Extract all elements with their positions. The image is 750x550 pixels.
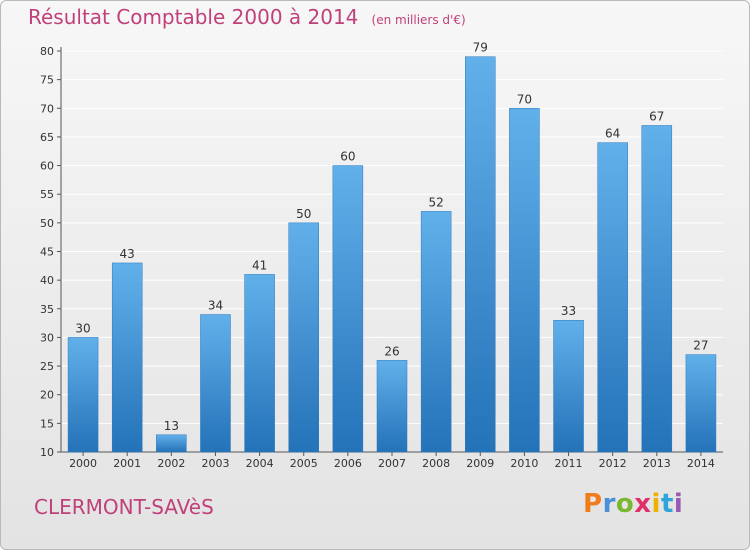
y-tick-label: 40 bbox=[40, 274, 54, 287]
bar bbox=[420, 211, 452, 453]
x-tick-label: 2014 bbox=[687, 457, 715, 470]
bar bbox=[465, 56, 496, 453]
bar-value-label: 79 bbox=[473, 41, 488, 55]
bar bbox=[67, 337, 99, 453]
logo-letter: P bbox=[583, 489, 603, 519]
bar bbox=[288, 222, 319, 453]
y-tick-label: 65 bbox=[40, 131, 54, 144]
x-tick-label: 2003 bbox=[201, 457, 229, 470]
x-tick-label: 2012 bbox=[599, 457, 627, 470]
labels: 10 15 20 25 30 35 40 45 50 55 60 65 70 75 80 2000 30 2001… bbox=[40, 41, 715, 470]
chart-subtitle: (en milliers d'€) bbox=[371, 13, 466, 27]
x-tick-label: 2000 bbox=[69, 457, 97, 470]
y-tick-label: 35 bbox=[40, 303, 54, 316]
bar bbox=[685, 354, 717, 453]
x-tick-label: 2002 bbox=[157, 457, 185, 470]
y-tick-label: 80 bbox=[40, 45, 54, 58]
bar-value-label: 67 bbox=[649, 109, 664, 123]
logo-letter: o bbox=[615, 489, 635, 519]
x-tick-label: 2010 bbox=[510, 457, 538, 470]
bar-value-label: 43 bbox=[120, 247, 135, 261]
bar bbox=[597, 142, 628, 453]
bar-value-label: 13 bbox=[164, 419, 179, 433]
bar-value-label: 70 bbox=[517, 92, 532, 106]
bar bbox=[509, 108, 540, 453]
bar bbox=[200, 314, 231, 453]
y-tick-label: 75 bbox=[40, 74, 54, 87]
bar-value-label: 41 bbox=[252, 258, 267, 272]
x-tick-label: 2013 bbox=[643, 457, 671, 470]
x-tick-label: 2005 bbox=[290, 457, 318, 470]
bar-value-label: 26 bbox=[384, 344, 399, 358]
bar-value-label: 30 bbox=[75, 321, 90, 335]
bar-value-label: 60 bbox=[340, 150, 355, 164]
y-tick-label: 60 bbox=[40, 160, 54, 173]
bar bbox=[332, 165, 364, 453]
bar-value-label: 27 bbox=[693, 339, 708, 353]
proxiti-logo: Proxiti bbox=[583, 489, 683, 519]
logo-letter: i bbox=[673, 489, 684, 519]
bar-value-label: 52 bbox=[428, 195, 443, 209]
y-tick-label: 50 bbox=[40, 217, 54, 230]
x-tick-label: 2007 bbox=[378, 457, 406, 470]
bar bbox=[376, 360, 408, 453]
logo-letter: x bbox=[634, 489, 652, 519]
y-tick-label: 10 bbox=[40, 446, 54, 459]
logo-letter: i bbox=[651, 489, 661, 519]
y-tick-label: 25 bbox=[40, 360, 54, 373]
logo-letter: t bbox=[660, 489, 674, 519]
chart-title: Résultat Comptable 2000 à 2014 bbox=[28, 5, 359, 29]
logo-letter: r bbox=[602, 489, 616, 519]
bar bbox=[553, 319, 584, 453]
title-row: Résultat Comptable 2000 à 2014 (en milli… bbox=[28, 5, 466, 29]
y-tick-label: 45 bbox=[40, 246, 54, 259]
x-tick-label: 2001 bbox=[113, 457, 141, 470]
bar-value-label: 33 bbox=[561, 304, 576, 318]
x-tick-label: 2006 bbox=[334, 457, 362, 470]
bar-value-label: 64 bbox=[605, 127, 620, 141]
bar bbox=[244, 274, 275, 453]
x-tick-label: 2011 bbox=[555, 457, 583, 470]
y-tick-label: 30 bbox=[40, 331, 54, 344]
bar-value-label: 50 bbox=[296, 207, 311, 221]
y-tick-label: 55 bbox=[40, 188, 54, 201]
y-tick-label: 15 bbox=[40, 417, 54, 430]
x-tick-label: 2008 bbox=[422, 457, 450, 470]
bar bbox=[156, 434, 187, 453]
bar bbox=[111, 262, 143, 453]
y-tick-label: 70 bbox=[40, 102, 54, 115]
y-tick-label: 20 bbox=[40, 389, 54, 402]
bar bbox=[641, 125, 673, 453]
bars bbox=[67, 56, 717, 453]
commune-name: CLERMONT-SAVèS bbox=[34, 495, 214, 519]
x-tick-label: 2009 bbox=[466, 457, 494, 470]
x-tick-label: 2004 bbox=[246, 457, 274, 470]
bar-value-label: 34 bbox=[208, 299, 223, 313]
